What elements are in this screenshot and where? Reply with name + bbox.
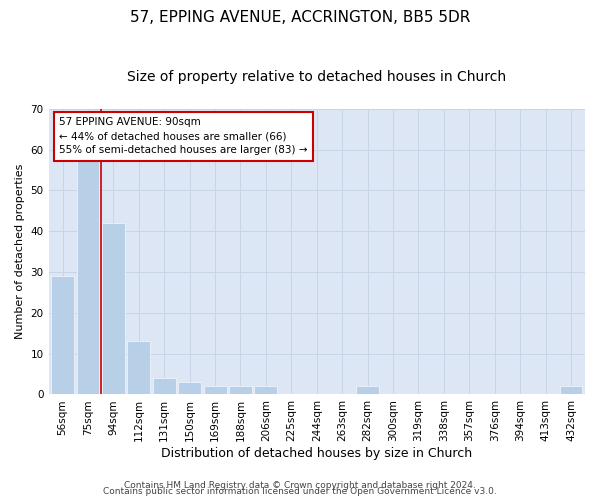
Bar [178, 382, 201, 394]
Text: 57, EPPING AVENUE, ACCRINGTON, BB5 5DR: 57, EPPING AVENUE, ACCRINGTON, BB5 5DR [130, 10, 470, 25]
Bar [254, 386, 277, 394]
Bar [203, 386, 227, 394]
Bar [77, 158, 100, 394]
Bar [229, 386, 252, 394]
Title: Size of property relative to detached houses in Church: Size of property relative to detached ho… [127, 70, 506, 84]
Text: Contains HM Land Registry data © Crown copyright and database right 2024.: Contains HM Land Registry data © Crown c… [124, 481, 476, 490]
Bar [102, 223, 125, 394]
Bar [356, 386, 379, 394]
Text: 57 EPPING AVENUE: 90sqm
← 44% of detached houses are smaller (66)
55% of semi-de: 57 EPPING AVENUE: 90sqm ← 44% of detache… [59, 118, 308, 156]
Bar [51, 276, 74, 394]
X-axis label: Distribution of detached houses by size in Church: Distribution of detached houses by size … [161, 447, 472, 460]
Text: Contains public sector information licensed under the Open Government Licence v3: Contains public sector information licen… [103, 488, 497, 496]
Y-axis label: Number of detached properties: Number of detached properties [15, 164, 25, 340]
Bar [560, 386, 583, 394]
Bar [127, 342, 150, 394]
Bar [153, 378, 176, 394]
